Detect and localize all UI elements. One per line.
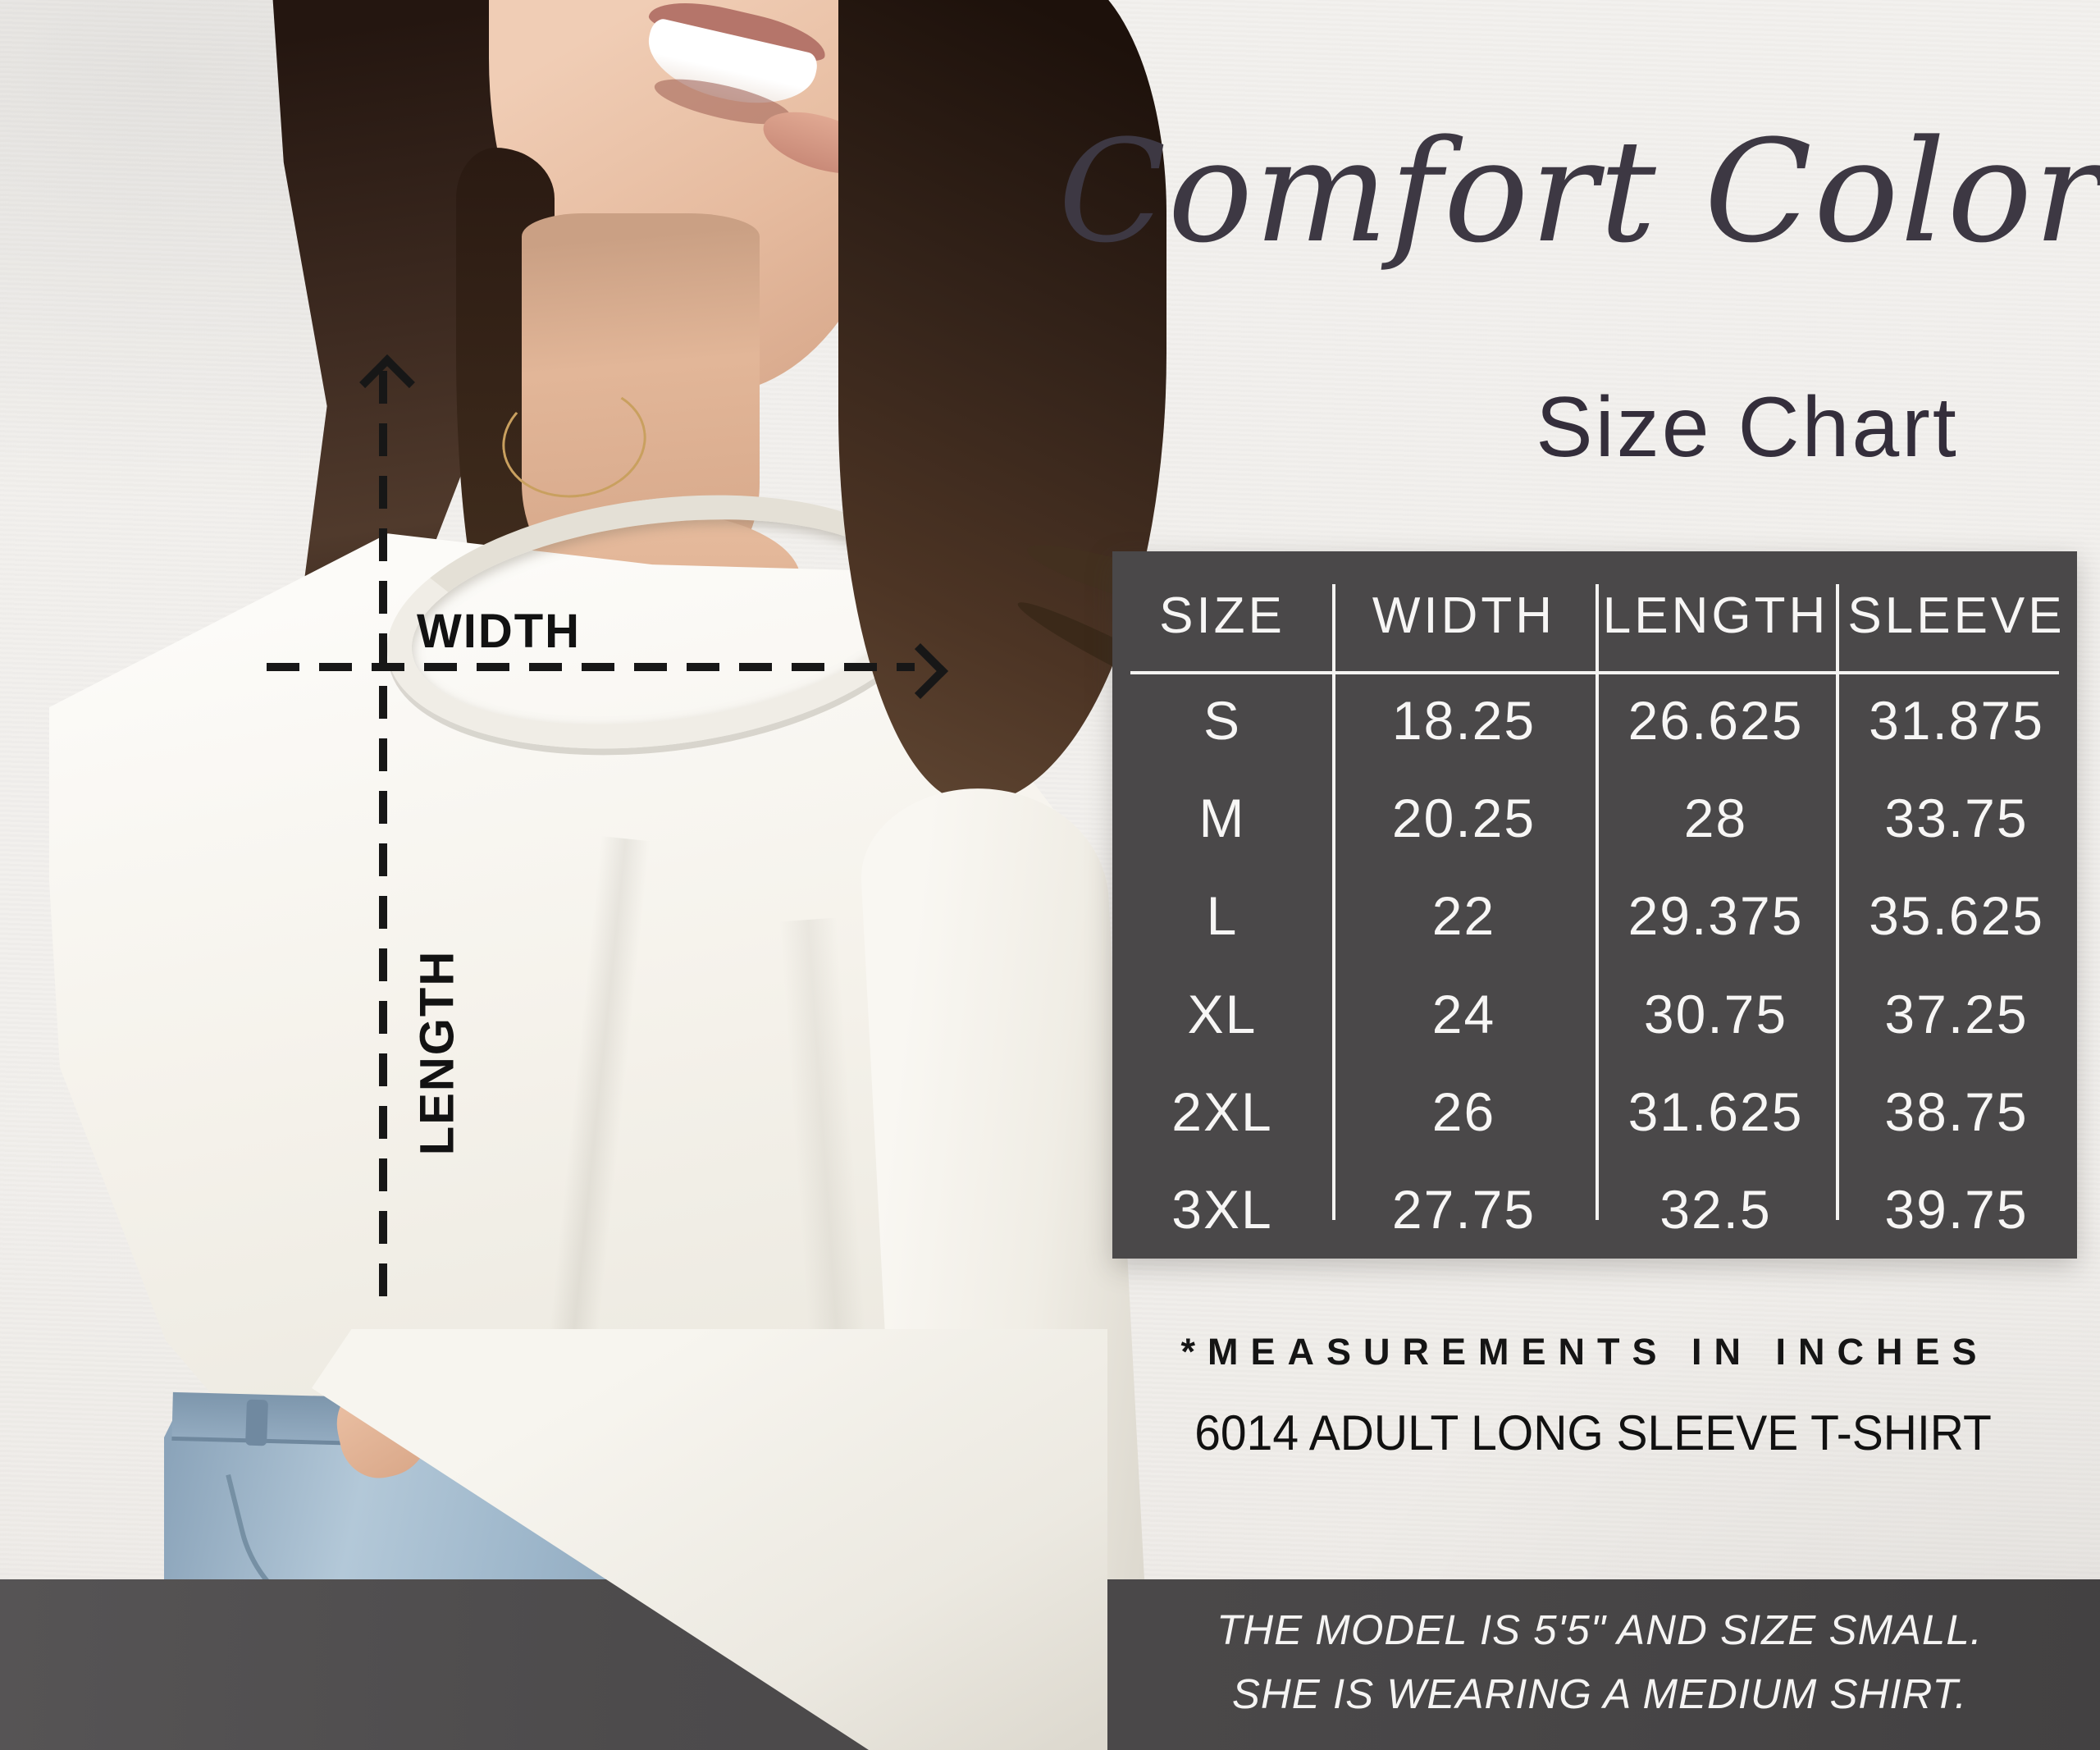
table-cell-size: M — [1198, 787, 1246, 848]
table-cell-size: 3XL — [1171, 1179, 1273, 1241]
table-cell-size: L — [1206, 885, 1239, 947]
column-header-length: LENGTH — [1602, 587, 1829, 644]
page-title: Size Chart — [1536, 380, 1959, 475]
width-label: WIDTH — [417, 605, 582, 658]
length-label: LENGTH — [410, 949, 464, 1156]
table-cell-sleeve: 33.75 — [1884, 787, 2029, 848]
table-cell-sleeve: 39.75 — [1884, 1179, 2029, 1241]
table-cell-length: 28 — [1683, 787, 1748, 848]
table-cell-width: 24 — [1431, 983, 1496, 1044]
column-header-width: WIDTH — [1372, 587, 1556, 644]
table-cell-width: 26 — [1431, 1081, 1496, 1142]
jeans-belt-loop — [245, 1399, 268, 1446]
table-cell-size: S — [1203, 689, 1242, 751]
caption-line-2: SHE IS WEARING A MEDIUM SHIRT. — [1231, 1670, 1968, 1717]
table-cell-length: 26.625 — [1628, 689, 1804, 751]
length-dashed-line — [379, 371, 387, 1300]
table-cell-sleeve: 35.625 — [1869, 885, 2044, 947]
table-cell-width: 27.75 — [1391, 1179, 1536, 1241]
table-cell-length: 30.75 — [1643, 983, 1788, 1044]
table-column-divider — [1596, 584, 1599, 1220]
measurements-note: *MEASUREMENTS IN INCHES — [1180, 1331, 1989, 1373]
model-size-caption: THE MODEL IS 5'5" AND SIZE SMALL. SHE IS… — [1099, 1598, 2100, 1726]
table-cell-length: 29.375 — [1628, 885, 1804, 947]
product-name: 6014 ADULT LONG SLEEVE T-SHIRT — [1194, 1405, 1992, 1460]
brand-title: Comfort Colors — [1058, 109, 2100, 274]
table-column-divider — [1836, 584, 1839, 1220]
table-cell-length: 31.625 — [1628, 1081, 1804, 1142]
size-table-grid: SIZE WIDTH LENGTH SLEEVE S 18.25 26.625 … — [1112, 551, 2077, 1259]
table-cell-sleeve: 38.75 — [1884, 1081, 2029, 1142]
table-header-divider — [1130, 671, 2059, 674]
width-dashed-line — [267, 663, 915, 671]
table-cell-width: 18.25 — [1391, 689, 1536, 751]
table-column-divider — [1332, 584, 1335, 1220]
table-cell-width: 20.25 — [1391, 787, 1536, 848]
size-table: SIZE WIDTH LENGTH SLEEVE S 18.25 26.625 … — [1112, 551, 2077, 1259]
table-cell-length: 32.5 — [1659, 1179, 1772, 1241]
table-cell-sleeve: 31.875 — [1869, 689, 2044, 751]
caption-line-1: THE MODEL IS 5'5" AND SIZE SMALL. — [1217, 1606, 1983, 1653]
table-cell-sleeve: 37.25 — [1884, 983, 2029, 1044]
column-header-size: SIZE — [1159, 587, 1285, 644]
column-header-sleeve: SLEEVE — [1847, 587, 2066, 644]
table-cell-width: 22 — [1431, 885, 1496, 947]
table-cell-size: XL — [1187, 983, 1258, 1044]
table-cell-size: 2XL — [1171, 1081, 1273, 1142]
